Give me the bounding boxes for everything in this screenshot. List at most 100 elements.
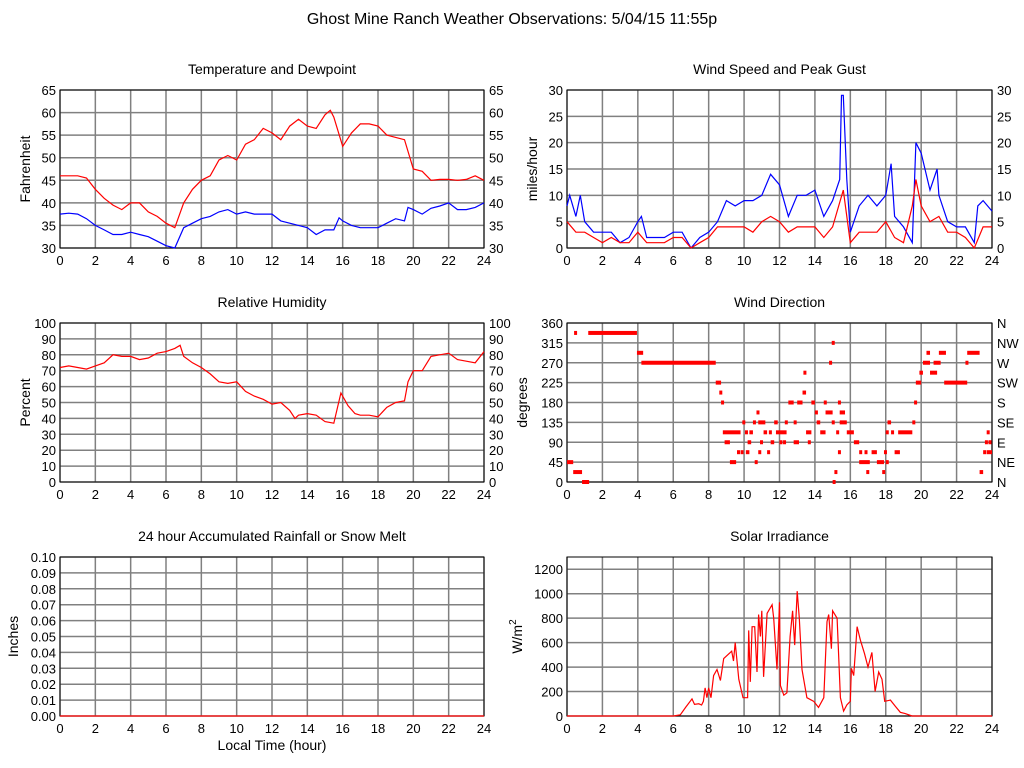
x-tick-label: 20 bbox=[914, 487, 928, 502]
y-tick-label: 40 bbox=[42, 196, 56, 211]
direction-mark bbox=[894, 450, 900, 455]
direction-mark bbox=[770, 440, 775, 445]
x-tick-label: 24 bbox=[985, 721, 999, 736]
x-tick-label: 8 bbox=[198, 487, 205, 502]
y-tick-label: 200 bbox=[541, 685, 563, 700]
chart-title: Temperature and Dewpoint bbox=[188, 61, 356, 77]
x-tick-label: 16 bbox=[843, 721, 857, 736]
y-tick-label: 0.05 bbox=[31, 630, 56, 645]
plot-frame bbox=[566, 322, 993, 483]
x-axis-label: Local Time (hour) bbox=[218, 737, 327, 753]
x-tick-label: 14 bbox=[300, 253, 314, 268]
direction-mark bbox=[866, 470, 870, 475]
y-tick-label: 0.10 bbox=[31, 550, 56, 565]
y-tick-label-right: 50 bbox=[489, 151, 503, 166]
direction-mark bbox=[803, 370, 807, 375]
y-tick-label-right: 15 bbox=[997, 162, 1011, 177]
x-tick-label: 18 bbox=[879, 487, 893, 502]
y-tick-label: 10 bbox=[42, 459, 56, 474]
chart-title: Relative Humidity bbox=[218, 294, 327, 310]
y-tick-label-right: 65 bbox=[489, 83, 503, 98]
x-tick-label: 4 bbox=[634, 487, 641, 502]
series-line-0 bbox=[60, 109, 485, 229]
direction-mark bbox=[839, 410, 846, 415]
x-tick-label: 4 bbox=[127, 487, 134, 502]
x-tick-label: 0 bbox=[56, 253, 63, 268]
direction-mark bbox=[574, 330, 578, 335]
y-tick-label-right: SE bbox=[997, 415, 1015, 430]
x-tick-label: 14 bbox=[808, 253, 822, 268]
y-tick-label: 50 bbox=[42, 151, 56, 166]
direction-mark bbox=[793, 440, 799, 445]
x-tick-label: 14 bbox=[300, 487, 314, 502]
x-tick-label: 18 bbox=[371, 253, 385, 268]
x-tick-label: 0 bbox=[56, 487, 63, 502]
x-tick-label: 22 bbox=[949, 253, 963, 268]
x-tick-label: 10 bbox=[229, 253, 243, 268]
direction-mark bbox=[806, 430, 812, 435]
plot-frame bbox=[566, 556, 993, 717]
y-tick-label: 30 bbox=[549, 83, 563, 98]
x-tick-label: 8 bbox=[705, 721, 712, 736]
x-tick-label: 16 bbox=[335, 487, 349, 502]
series-line-0 bbox=[567, 591, 992, 717]
y-tick-label: 35 bbox=[42, 218, 56, 233]
direction-mark bbox=[919, 370, 923, 375]
x-tick-label: 20 bbox=[406, 721, 420, 736]
y-tick-label: 1200 bbox=[534, 562, 563, 577]
x-tick-label: 10 bbox=[229, 487, 243, 502]
y-tick-label: 180 bbox=[541, 396, 563, 411]
x-tick-label: 4 bbox=[634, 253, 641, 268]
x-tick-label: 6 bbox=[162, 487, 169, 502]
y-tick-label-right: 80 bbox=[489, 348, 503, 363]
x-tick-label: 0 bbox=[563, 487, 570, 502]
y-tick-label: 800 bbox=[541, 611, 563, 626]
y-tick-label: 60 bbox=[42, 380, 56, 395]
direction-mark bbox=[825, 410, 833, 415]
direction-mark bbox=[823, 400, 827, 405]
y-tick-label: 0 bbox=[556, 241, 563, 256]
x-tick-label: 20 bbox=[406, 253, 420, 268]
direction-mark bbox=[885, 430, 889, 435]
chart-title: Wind Speed and Peak Gust bbox=[693, 61, 866, 77]
x-tick-label: 2 bbox=[599, 487, 606, 502]
x-tick-label: 6 bbox=[670, 721, 677, 736]
direction-mark bbox=[641, 360, 716, 365]
direction-mark bbox=[797, 400, 803, 405]
direction-mark bbox=[882, 470, 886, 475]
direction-mark bbox=[763, 430, 768, 435]
y-tick-label: 0 bbox=[556, 709, 563, 724]
direction-mark bbox=[965, 360, 969, 365]
y-tick-label-right: 90 bbox=[489, 332, 503, 347]
x-tick-label: 24 bbox=[985, 487, 999, 502]
x-tick-label: 2 bbox=[92, 253, 99, 268]
y-tick-label: 0.03 bbox=[31, 661, 56, 676]
direction-mark bbox=[807, 440, 811, 445]
plot-frame bbox=[566, 89, 993, 249]
direction-mark bbox=[853, 440, 860, 445]
plot-frame bbox=[59, 89, 485, 249]
y-tick-label: 25 bbox=[549, 109, 563, 124]
y-tick-label: 315 bbox=[541, 336, 563, 351]
y-tick-label: 55 bbox=[42, 128, 56, 143]
y-tick-label-right: 40 bbox=[489, 196, 503, 211]
direction-mark bbox=[984, 440, 988, 445]
direction-mark bbox=[768, 430, 772, 435]
x-tick-label: 6 bbox=[162, 253, 169, 268]
direction-mark bbox=[814, 410, 818, 415]
x-tick-label: 16 bbox=[335, 253, 349, 268]
direction-mark bbox=[816, 420, 821, 425]
x-tick-label: 4 bbox=[127, 253, 134, 268]
x-tick-label: 14 bbox=[808, 721, 822, 736]
direction-mark bbox=[758, 420, 766, 425]
y-tick-label: 0.00 bbox=[31, 709, 56, 724]
y-tick-label-right: 0 bbox=[997, 241, 1004, 256]
x-tick-label: 2 bbox=[92, 487, 99, 502]
direction-mark bbox=[979, 470, 984, 475]
y-tick-label: 90 bbox=[42, 332, 56, 347]
x-tick-label: 10 bbox=[737, 487, 751, 502]
